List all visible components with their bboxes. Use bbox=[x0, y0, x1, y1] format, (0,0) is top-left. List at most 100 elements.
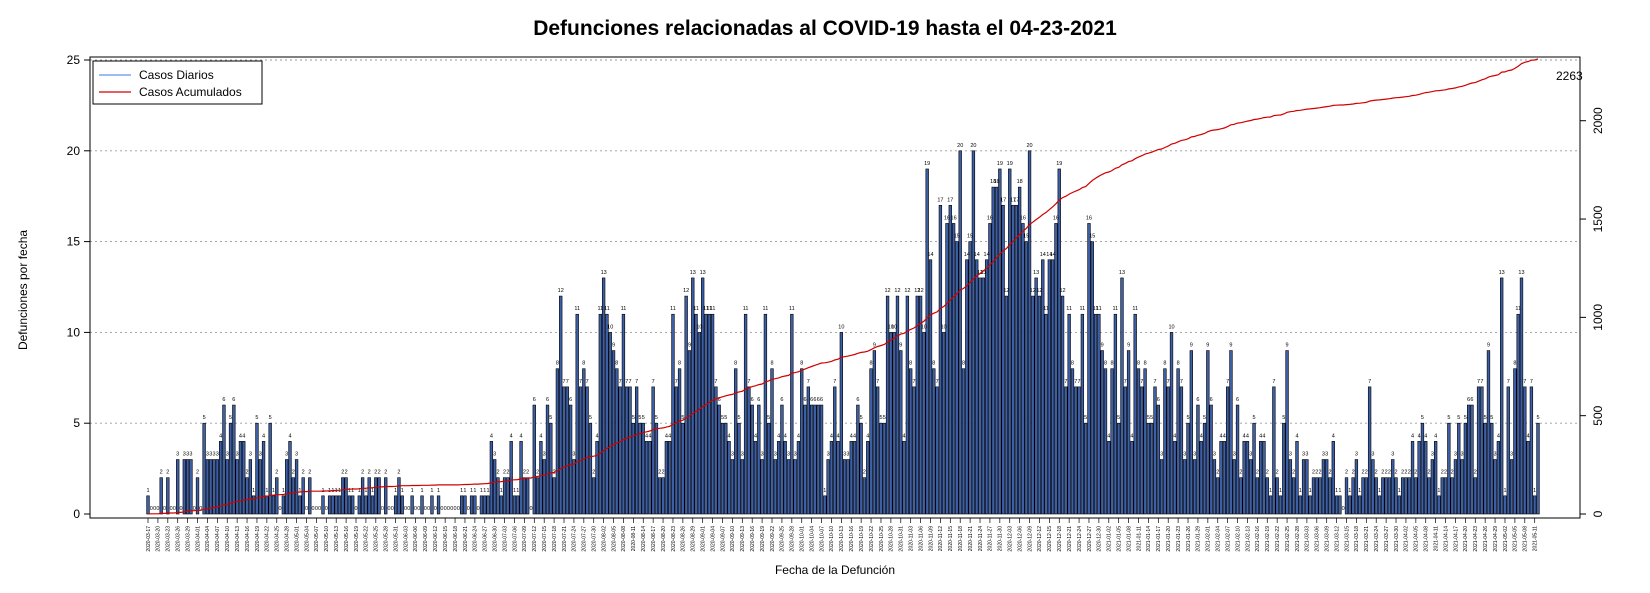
daily-bar bbox=[189, 459, 193, 515]
daily-bar bbox=[1120, 277, 1124, 515]
x-tick-label: 2020-08-08 bbox=[621, 526, 627, 552]
bar-value-label: 2 bbox=[308, 470, 311, 476]
daily-bar bbox=[975, 259, 979, 515]
y-tick-label: 25 bbox=[67, 53, 81, 67]
bar-value-label: 6 bbox=[813, 397, 816, 403]
daily-bar bbox=[1503, 495, 1507, 515]
bar-value-label: 4 bbox=[539, 433, 542, 439]
bar-value-label: 4 bbox=[668, 433, 671, 439]
bar-value-label: 2 bbox=[341, 470, 344, 476]
daily-bar bbox=[1331, 441, 1335, 515]
bar-value-label: 20 bbox=[1026, 143, 1032, 149]
x-tick-label: 2020-09-25 bbox=[780, 526, 786, 552]
daily-bar bbox=[539, 441, 543, 515]
daily-bar bbox=[691, 277, 695, 515]
bar-value-label: 0 bbox=[404, 506, 407, 512]
daily-bar bbox=[255, 422, 259, 515]
bar-value-label: 0 bbox=[381, 506, 384, 512]
bar-value-label: 9 bbox=[688, 343, 691, 349]
daily-bar bbox=[430, 495, 434, 515]
daily-bar bbox=[506, 477, 510, 515]
x-tick-label: 2020-10-31 bbox=[899, 526, 905, 552]
daily-bar bbox=[1070, 368, 1075, 515]
x-tick-label: 2021-04-23 bbox=[1473, 526, 1479, 552]
daily-bar bbox=[1031, 295, 1035, 515]
bar-value-label: 2 bbox=[536, 470, 539, 476]
bar-value-label: 1 bbox=[500, 488, 503, 494]
bar-value-label: 5 bbox=[860, 415, 863, 421]
x-tick-label: 2020-11-24 bbox=[978, 526, 984, 551]
bar-value-label: 3 bbox=[1249, 452, 1252, 458]
daily-bar bbox=[420, 495, 424, 515]
daily-bar bbox=[1348, 495, 1352, 515]
daily-bar bbox=[1179, 386, 1184, 515]
daily-bar bbox=[1186, 422, 1190, 515]
bar-value-label: 0 bbox=[417, 506, 420, 512]
x-tick-label: 2020-08-14 bbox=[641, 526, 647, 552]
bar-value-label: 5 bbox=[1117, 415, 1120, 421]
plot-frame bbox=[89, 56, 1581, 519]
bar-value-label: 4 bbox=[1130, 433, 1133, 439]
daily-bar bbox=[479, 495, 484, 515]
daily-bar bbox=[1216, 477, 1220, 515]
x-tick-label: 2020-05-28 bbox=[384, 526, 390, 552]
daily-bar bbox=[1064, 386, 1068, 515]
bar-value-label: 7 bbox=[1226, 379, 1229, 385]
bar-value-label: 13 bbox=[1499, 270, 1505, 276]
bar-value-label: 4 bbox=[239, 433, 242, 439]
bar-value-label: 4 bbox=[665, 433, 668, 439]
bar-value-label: 2 bbox=[1385, 470, 1388, 476]
bar-value-label: 2 bbox=[1361, 470, 1364, 476]
daily-bar bbox=[1496, 441, 1501, 515]
daily-bar bbox=[483, 495, 487, 515]
bar-value-label: 4 bbox=[520, 433, 523, 439]
daily-bar bbox=[928, 259, 933, 515]
daily-bar bbox=[932, 368, 936, 515]
x-tick-label: 2021-04-05 bbox=[1414, 526, 1420, 552]
daily-bar bbox=[1354, 459, 1359, 515]
bar-value-label: 6 bbox=[817, 397, 820, 403]
bar-value-label: 8 bbox=[932, 361, 935, 367]
bar-value-label: 4 bbox=[288, 433, 291, 439]
bar-value-label: 1 bbox=[371, 488, 374, 494]
bar-value-label: 5 bbox=[1490, 415, 1493, 421]
bar-value-label: 20 bbox=[957, 143, 963, 149]
bar-value-label: 0 bbox=[325, 506, 328, 512]
bar-value-label: 3 bbox=[1325, 452, 1328, 458]
bar-value-label: 0 bbox=[279, 506, 282, 512]
bar-value-label: 8 bbox=[556, 361, 559, 367]
daily-bar bbox=[1513, 368, 1517, 515]
bar-value-label: 0 bbox=[163, 506, 166, 512]
bar-value-label: 4 bbox=[830, 433, 833, 439]
daily-bar bbox=[1371, 459, 1375, 515]
bar-value-label: 6 bbox=[751, 397, 754, 403]
bar-value-label: 9 bbox=[1101, 343, 1104, 349]
bar-value-label: 12 bbox=[558, 288, 564, 294]
bar-value-label: 4 bbox=[1243, 433, 1246, 439]
daily-bar bbox=[760, 459, 764, 515]
bar-value-label: 1 bbox=[351, 488, 354, 494]
daily-bar bbox=[1074, 386, 1078, 515]
bar-value-label: 0 bbox=[312, 506, 315, 512]
daily-bar bbox=[377, 477, 381, 515]
daily-bar bbox=[717, 404, 721, 515]
bar-value-label: 1 bbox=[1269, 488, 1272, 494]
daily-bar bbox=[1245, 441, 1250, 515]
bar-value-label: 0 bbox=[414, 506, 417, 512]
daily-bar bbox=[753, 441, 758, 515]
x-tick-label: 2020-07-15 bbox=[542, 526, 548, 552]
daily-bar bbox=[1437, 495, 1441, 515]
x-tick-label: 2020-08-20 bbox=[661, 526, 667, 552]
daily-bar bbox=[374, 477, 378, 515]
daily-bar bbox=[294, 459, 299, 515]
bar-value-label: 2 bbox=[1388, 470, 1391, 476]
y2-tick-label: 0 bbox=[1591, 510, 1605, 517]
daily-bar bbox=[1024, 241, 1028, 515]
daily-bar bbox=[1110, 368, 1114, 515]
bar-value-label: 2 bbox=[506, 470, 509, 476]
daily-bar bbox=[994, 186, 999, 515]
daily-bar bbox=[793, 459, 797, 515]
bar-value-label: 6 bbox=[222, 397, 225, 403]
daily-bar bbox=[876, 386, 880, 515]
daily-bar bbox=[687, 350, 692, 515]
